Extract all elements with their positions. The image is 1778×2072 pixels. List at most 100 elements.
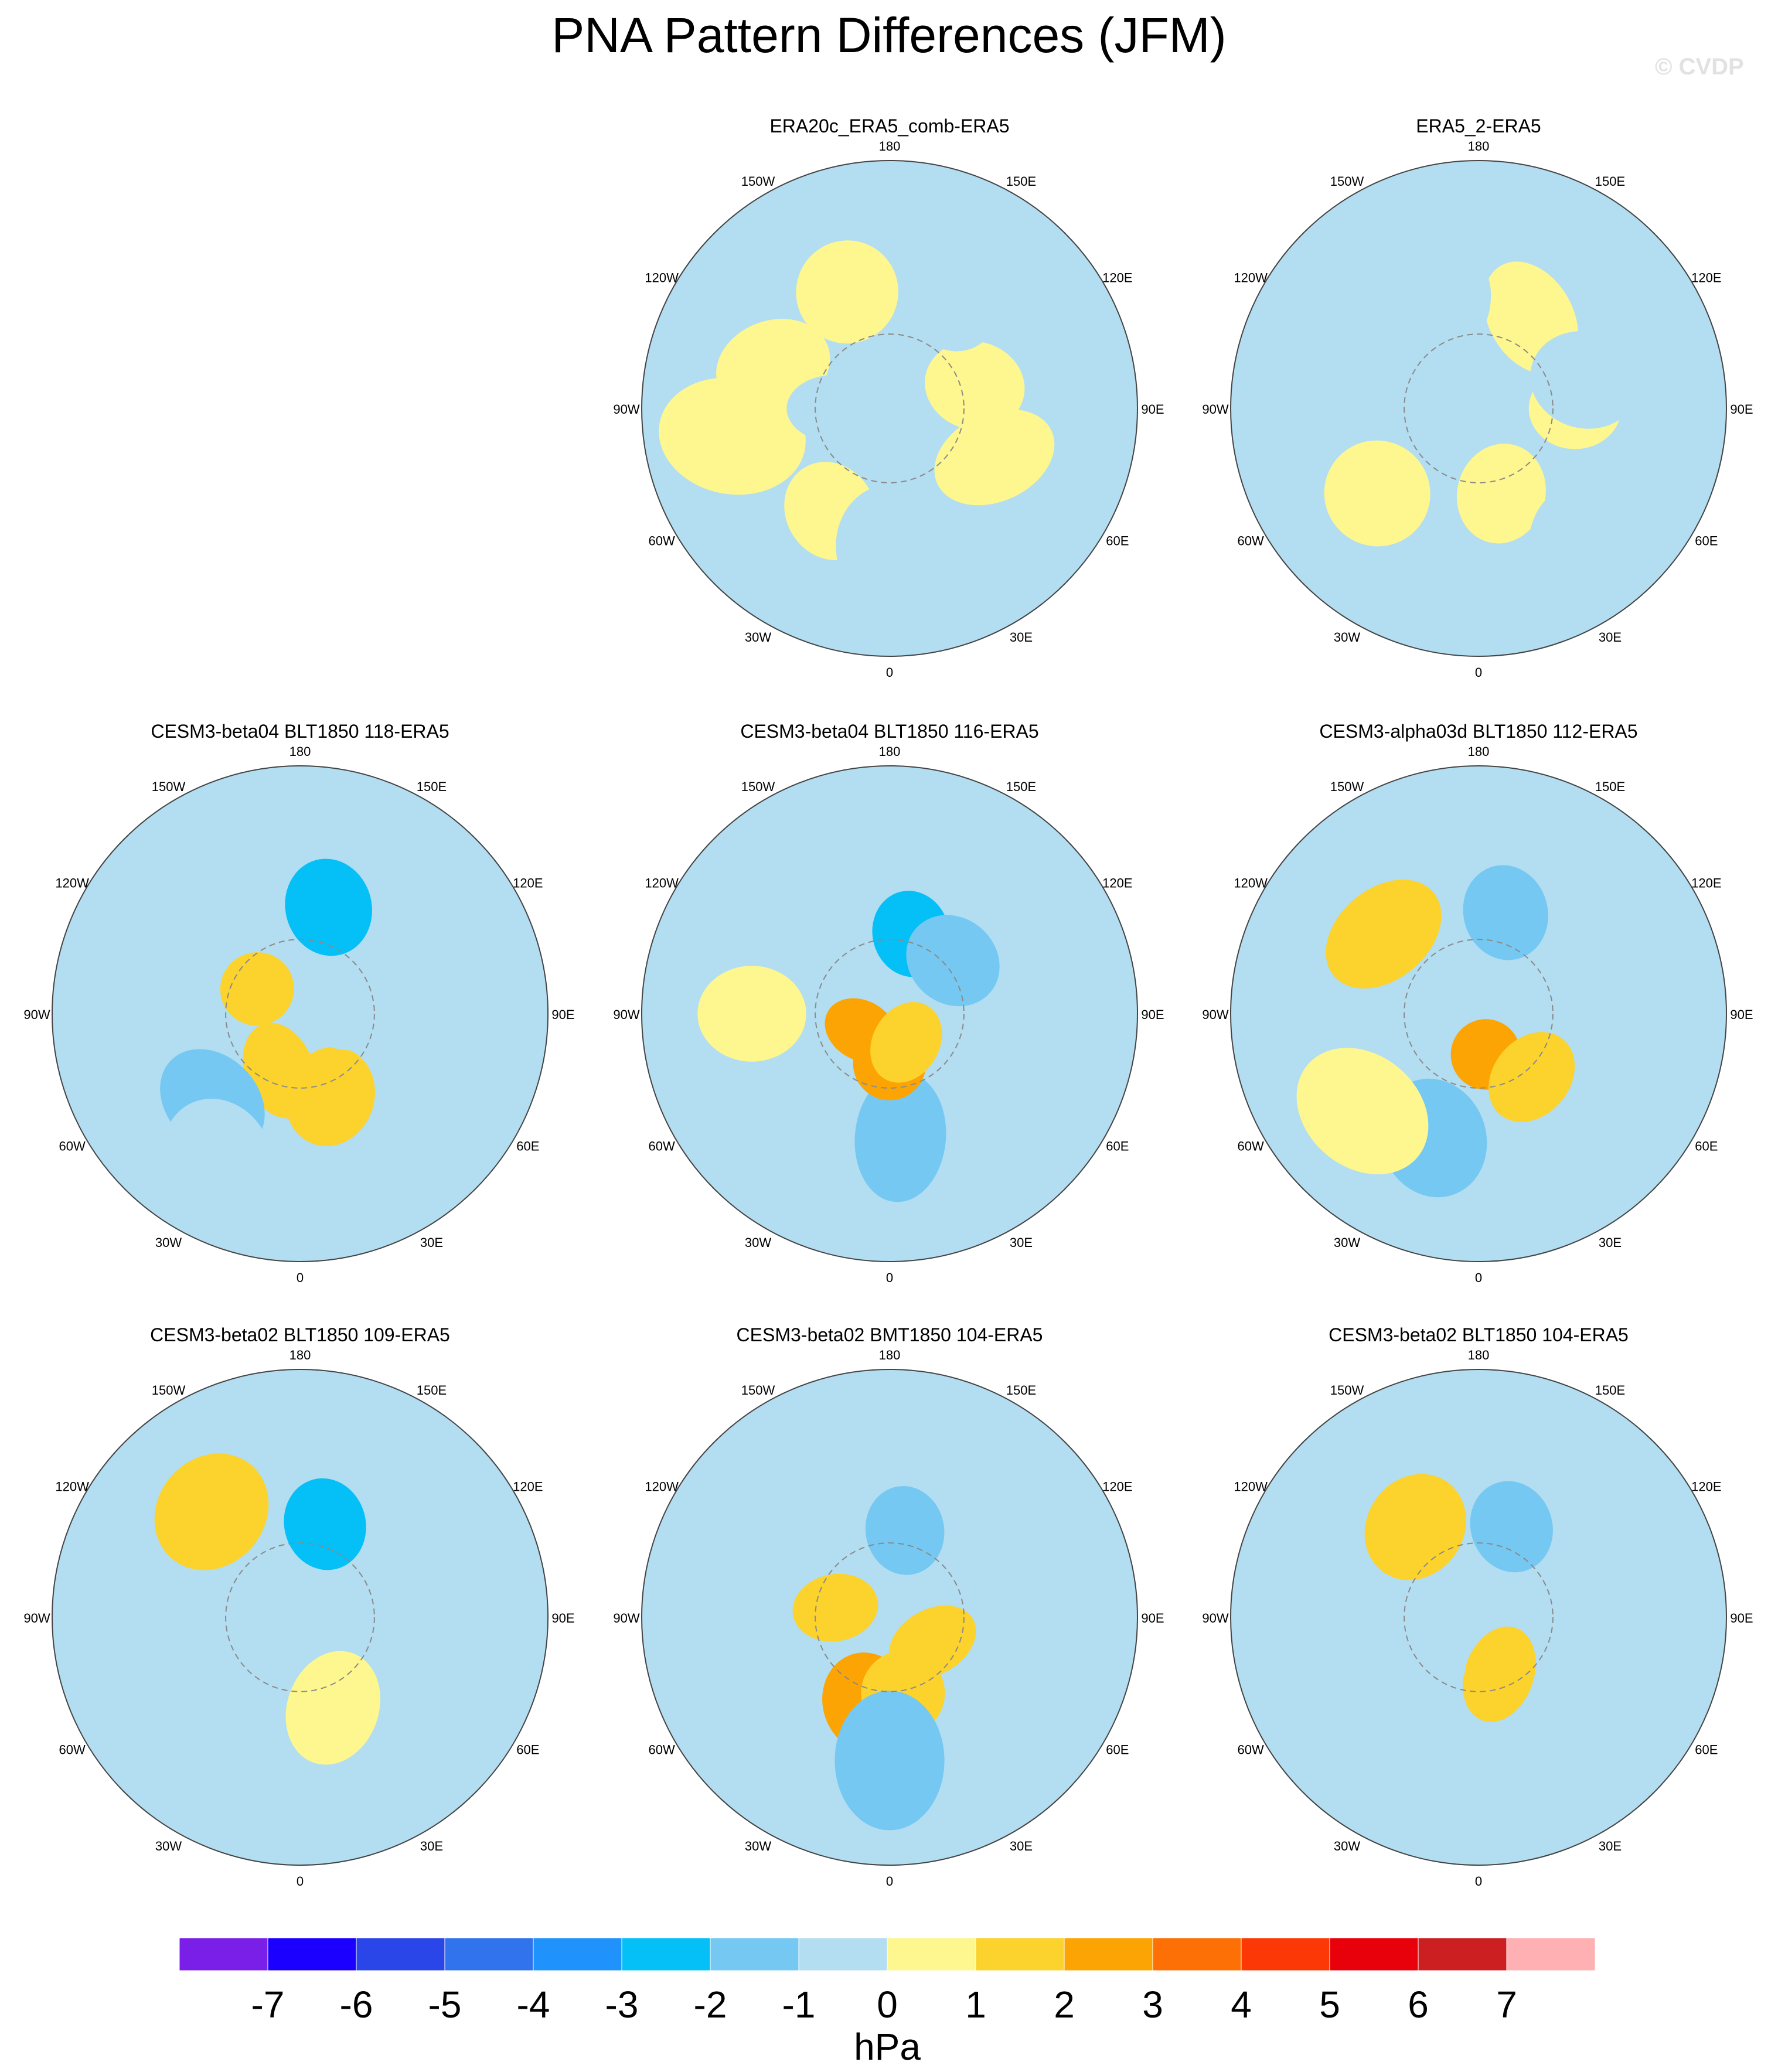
- coastline: [1404, 333, 1554, 483]
- longitude-label: 0: [1475, 1270, 1482, 1285]
- map-panel: CESM3-beta04 BLT1850 118-ERA5 180 150E 120E…: [23, 721, 574, 1285]
- longitude-label: 30W: [1334, 1235, 1360, 1250]
- longitude-label: 60W: [649, 534, 675, 548]
- contour-region: [854, 1072, 946, 1202]
- longitude-label: 0: [1475, 665, 1482, 680]
- panel-title: CESM3-beta04 BLT1850 116-ERA5: [740, 721, 1038, 742]
- longitude-label: 120E: [513, 876, 543, 891]
- longitude-label: 120E: [1102, 876, 1132, 891]
- longitude-label: 30W: [1334, 630, 1360, 645]
- map-boundary: [52, 765, 549, 1262]
- longitude-label: 30E: [1010, 630, 1033, 645]
- map-panel: CESM3-beta02 BLT1850 109-ERA5 180 150E 120E…: [23, 1324, 574, 1889]
- longitude-label: 30W: [745, 1839, 771, 1853]
- longitude-label: 90E: [1141, 402, 1164, 417]
- coastline: [815, 939, 965, 1089]
- contour-region: [1324, 440, 1430, 547]
- longitude-label: 60E: [516, 1139, 539, 1154]
- map-background: [1231, 161, 1726, 656]
- panel-title: CESM3-beta02 BLT1850 104-ERA5: [1329, 1324, 1629, 1345]
- contour-region: [786, 374, 883, 442]
- contour-region: [1326, 880, 1442, 989]
- figure-title: PNA Pattern Differences (JFM): [551, 8, 1227, 63]
- longitude-label: 30W: [745, 630, 771, 645]
- map-background: [642, 1369, 1137, 1865]
- longitude-label: 150W: [741, 1383, 775, 1398]
- longitude-label: 150E: [1595, 1383, 1625, 1398]
- longitude-label: 90W: [1202, 402, 1228, 417]
- contour-region: [285, 1651, 380, 1765]
- longitude-label: 60W: [59, 1743, 86, 1757]
- longitude-label: 0: [1475, 1874, 1482, 1889]
- longitude-label: 60W: [59, 1139, 86, 1154]
- longitude-label: 30W: [155, 1235, 182, 1250]
- longitude-label: 30E: [420, 1235, 443, 1250]
- contour-region: [792, 1573, 878, 1642]
- longitude-label: 180: [1468, 139, 1490, 154]
- map-background: [52, 766, 548, 1262]
- longitude-label: 90E: [1141, 1611, 1164, 1625]
- longitude-label: 90W: [613, 1611, 639, 1625]
- map-boundary: [641, 1369, 1138, 1866]
- longitude-label: 120W: [1234, 1480, 1268, 1494]
- contour-region: [1463, 865, 1548, 960]
- longitude-label: 90E: [1141, 1007, 1164, 1022]
- longitude-label: 150E: [1006, 779, 1036, 794]
- map-panel: CESM3-beta02 BMT1850 104-ERA5 180 150E 120E…: [613, 1324, 1164, 1889]
- longitude-label: 30E: [1599, 1839, 1622, 1853]
- map-boundary: [1230, 160, 1727, 657]
- longitude-label: 30E: [1010, 1839, 1033, 1853]
- coastline: [1404, 1542, 1554, 1692]
- coastline: [225, 939, 375, 1089]
- longitude-label: 180: [289, 744, 311, 759]
- longitude-label: 0: [886, 665, 893, 680]
- panel-title: CESM3-beta04 BLT1850 118-ERA5: [151, 721, 449, 742]
- longitude-label: 90W: [23, 1007, 50, 1022]
- contour-region: [906, 915, 1000, 1007]
- longitude-label: 150E: [1006, 1383, 1036, 1398]
- contour-region: [925, 341, 1025, 431]
- longitude-label: 120E: [513, 1480, 543, 1494]
- map-boundary: [52, 1369, 549, 1866]
- longitude-label: 90E: [551, 1007, 574, 1022]
- contour-region: [1529, 478, 1641, 592]
- longitude-label: 180: [879, 744, 901, 759]
- longitude-label: 60E: [1695, 1743, 1718, 1757]
- longitude-label: 120W: [645, 271, 679, 285]
- longitude-label: 30E: [1599, 1235, 1622, 1250]
- longitude-label: 90E: [1730, 402, 1753, 417]
- longitude-label: 180: [1468, 744, 1490, 759]
- contour-region: [154, 1453, 269, 1570]
- longitude-label: 120E: [1102, 271, 1132, 285]
- longitude-label: 0: [886, 1874, 893, 1889]
- map-background: [1231, 1369, 1726, 1865]
- longitude-label: 0: [297, 1874, 304, 1889]
- longitude-label: 60W: [649, 1743, 675, 1757]
- contour-region: [1470, 1481, 1553, 1573]
- longitude-label: 60W: [1238, 1139, 1264, 1154]
- longitude-label: 120W: [55, 876, 89, 891]
- contour-region: [156, 1699, 273, 1831]
- contour-region: [904, 251, 999, 352]
- longitude-label: 60W: [1238, 1743, 1264, 1757]
- map-panel: CESM3-alpha03d BLT1850 112-ERA5 180 150E 12…: [1202, 721, 1753, 1285]
- contour-region: [1543, 1553, 1677, 1659]
- contour-region: [1463, 1626, 1536, 1722]
- longitude-label: 30W: [155, 1839, 182, 1853]
- contour-region: [934, 409, 1055, 506]
- coastline: [815, 333, 965, 483]
- longitude-label: 90W: [613, 402, 639, 417]
- coastline: [1404, 939, 1554, 1089]
- longitude-label: 150W: [1330, 779, 1364, 794]
- longitude-label: 90E: [1730, 1611, 1753, 1625]
- longitude-label: 180: [289, 1348, 311, 1362]
- longitude-label: 120W: [55, 1480, 89, 1494]
- longitude-label: 150W: [1330, 174, 1364, 189]
- longitude-label: 120W: [1234, 876, 1268, 891]
- contour-region: [285, 858, 372, 956]
- contour-region: [169, 1580, 277, 1655]
- contour-region: [834, 1691, 945, 1831]
- map-boundary: [1230, 1369, 1727, 1866]
- longitude-label: 30E: [1599, 630, 1622, 645]
